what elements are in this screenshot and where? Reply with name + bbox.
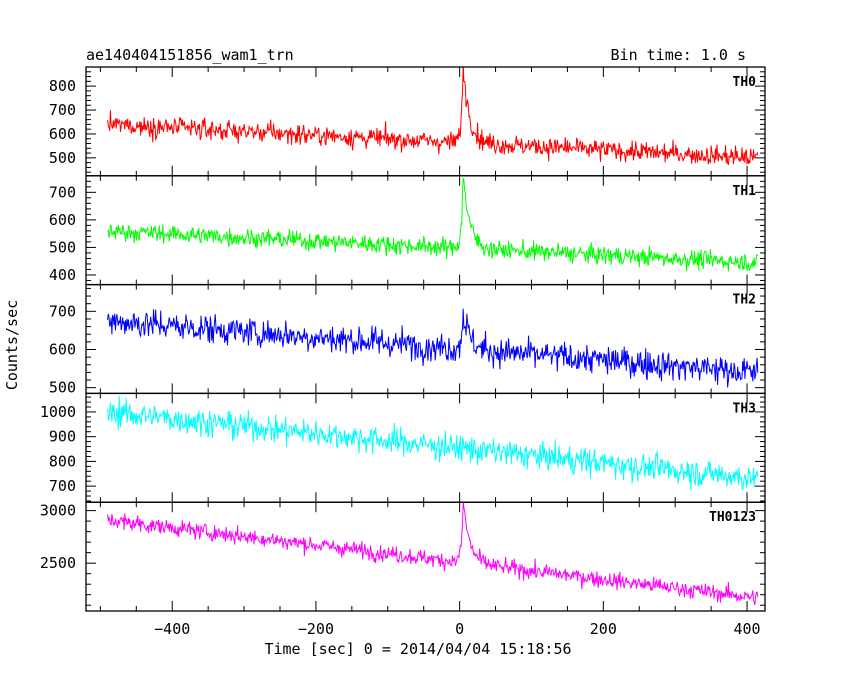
x-tick-label: −400 bbox=[154, 620, 190, 638]
panel-th2: 500 600 700 TH2 bbox=[49, 283, 766, 397]
panel-th0123: 2500 3000 TH0123 bbox=[40, 501, 766, 612]
y-tick-label: 600 bbox=[49, 125, 76, 143]
panels-group: 500 600 700 800 TH0 400 500 600 700 TH1 500 600 700 T… bbox=[40, 66, 766, 612]
panel-label: TH2 bbox=[733, 293, 756, 308]
y-tick-label: 800 bbox=[49, 452, 76, 470]
x-axis: −400 −200 0 200 400 bbox=[154, 620, 760, 638]
chart-title: ae140404151856_wam1_trn bbox=[86, 46, 294, 64]
y-axis-label: Counts/sec bbox=[3, 300, 21, 390]
y-tick-label: 600 bbox=[49, 211, 76, 229]
panel-frame bbox=[85, 501, 766, 612]
bin-time-label: Bin time: 1.0 s bbox=[611, 46, 746, 64]
panel-label: TH0 bbox=[733, 75, 757, 90]
panel-th3: 700 800 900 1000 TH3 bbox=[40, 392, 766, 503]
panel-frame bbox=[85, 66, 766, 177]
x-tick-label: 400 bbox=[733, 620, 760, 638]
x-axis-label: Time [sec] 0 = 2014/04/04 15:18:56 bbox=[264, 640, 571, 658]
y-tick-label: 800 bbox=[49, 77, 76, 95]
y-tick-label: 1000 bbox=[40, 403, 76, 421]
y-tick-label: 700 bbox=[49, 302, 76, 320]
panel-frame bbox=[85, 283, 766, 395]
x-tick-label: 0 bbox=[455, 620, 464, 638]
x-tick-label: −200 bbox=[298, 620, 334, 638]
y-tick-label: 900 bbox=[49, 428, 76, 446]
y-tick-label: 600 bbox=[49, 340, 76, 358]
series-th0 bbox=[107, 67, 759, 166]
series-th1 bbox=[107, 177, 759, 272]
y-tick-label: 400 bbox=[49, 266, 76, 284]
y-tick-label: 700 bbox=[49, 477, 76, 495]
panel-label: TH1 bbox=[733, 184, 757, 199]
panel-th0: 500 600 700 800 TH0 bbox=[49, 66, 766, 177]
panel-label: TH0123 bbox=[709, 510, 756, 525]
y-tick-label: 2500 bbox=[40, 554, 76, 572]
y-tick-label: 700 bbox=[49, 183, 76, 201]
y-tick-label: 500 bbox=[49, 238, 76, 256]
panel-th1: 400 500 600 700 TH1 bbox=[49, 175, 766, 286]
panel-label: TH3 bbox=[733, 401, 756, 416]
y-tick-label: 500 bbox=[49, 379, 76, 397]
series-th3 bbox=[107, 395, 759, 491]
y-tick-label: 500 bbox=[49, 149, 76, 167]
y-tick-label: 700 bbox=[49, 101, 76, 119]
series-th0123 bbox=[107, 502, 759, 606]
panel-frame bbox=[85, 392, 766, 503]
panel-frame bbox=[85, 175, 766, 286]
series-th2 bbox=[107, 308, 759, 388]
x-tick-label: 200 bbox=[590, 620, 617, 638]
y-tick-label: 3000 bbox=[40, 502, 76, 520]
